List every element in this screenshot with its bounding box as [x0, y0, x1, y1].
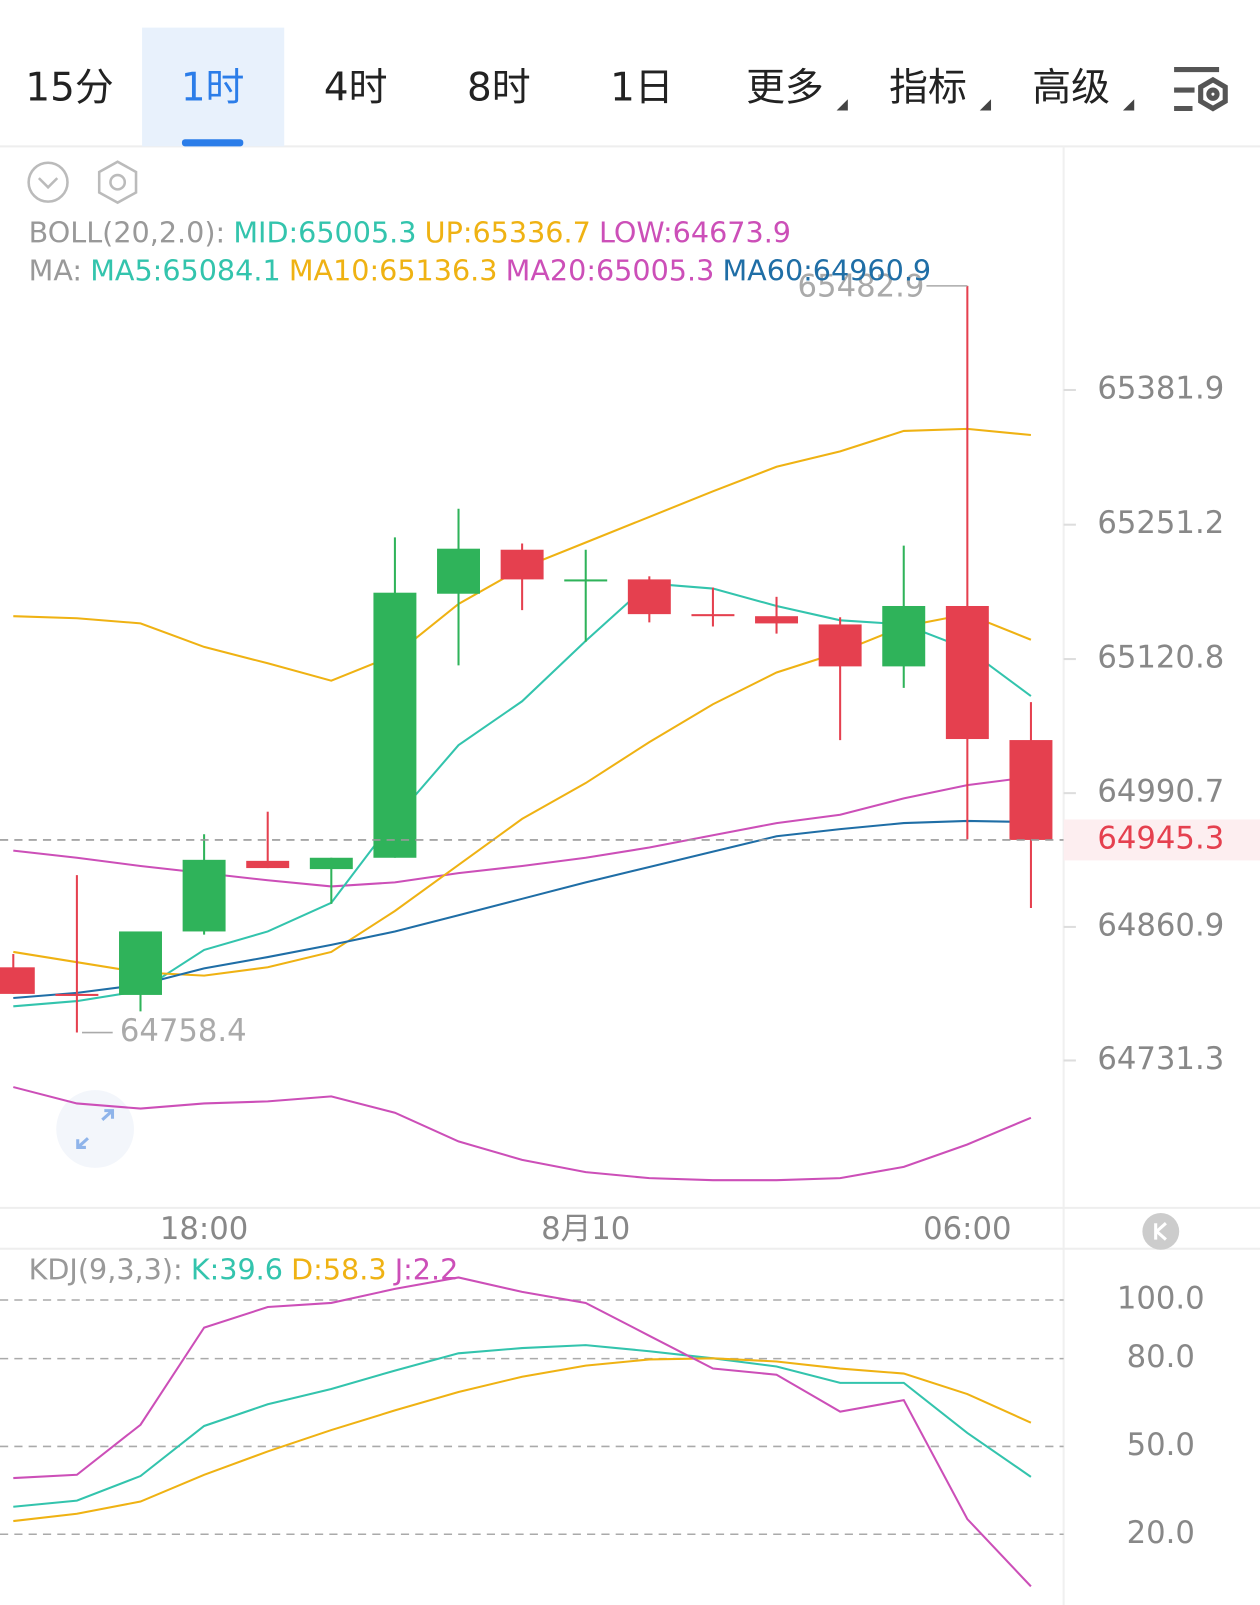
- legend-value: 39.6: [219, 1252, 283, 1286]
- candle-body: [755, 616, 799, 624]
- y-tick-label: 50.0: [1127, 1428, 1195, 1463]
- legend-value: 58.3: [323, 1252, 387, 1286]
- legend-value: 64673.9: [673, 215, 791, 249]
- legend-title: BOLL(20,2.0):: [29, 215, 226, 249]
- candle-body: [500, 549, 544, 580]
- last-price-label: 64945.3: [1097, 821, 1224, 856]
- y-tick-label: 20.0: [1127, 1516, 1195, 1551]
- indicator-line: [13, 819, 1031, 1000]
- last-price-bg: [1063, 819, 1260, 861]
- active-tab-indicator: [181, 139, 244, 147]
- candle-body: [0, 967, 35, 994]
- legend-label: UP:: [425, 215, 473, 249]
- indicator-line: [13, 1357, 1032, 1523]
- legend-value: 65005.3: [298, 215, 416, 249]
- y-tick-label: 64731.3: [1097, 1042, 1224, 1077]
- legend-label: K:: [191, 1252, 219, 1286]
- indicator-line: [13, 1344, 1032, 1508]
- candle-body: [564, 579, 608, 582]
- legend-label: J:: [393, 1252, 413, 1286]
- tab[interactable]: 1时: [181, 66, 245, 111]
- legend-label: MA10:: [289, 253, 379, 287]
- tab[interactable]: 15分: [25, 66, 113, 111]
- candle-body: [119, 931, 162, 995]
- legend-label: MID:: [233, 215, 298, 249]
- candle-body: [182, 859, 226, 932]
- y-tick-label: 65120.8: [1097, 641, 1224, 676]
- candle-body: [437, 548, 480, 594]
- y-tick-label: 64860.9: [1097, 908, 1224, 943]
- legend-label: MA60:: [722, 253, 812, 287]
- k-icon[interactable]: [1142, 1212, 1180, 1250]
- indicator-line: [13, 1086, 1032, 1182]
- legend-value: 2.2: [413, 1252, 459, 1286]
- legend-value: 65136.3: [379, 253, 497, 287]
- legend-row: BOLL(20,2.0): MID:65005.3 UP:65336.7 LOW:64…: [29, 215, 791, 249]
- candle-body: [55, 993, 99, 996]
- tab[interactable]: 指标: [889, 66, 967, 111]
- legend-label: D:: [291, 1252, 323, 1286]
- candle-body: [691, 614, 735, 617]
- indicator-line: [13, 582, 1032, 1008]
- candle-body: [945, 605, 989, 740]
- tab[interactable]: 4时: [324, 66, 388, 111]
- tab-bar: 15分 1时 4时 8时 1日 更多 指标 高级: [0, 27, 1260, 148]
- candle-body: [882, 605, 926, 667]
- legend-value: 65336.7: [472, 215, 590, 249]
- legend-title: KDJ(9,3,3):: [29, 1252, 183, 1286]
- legend-value: 65005.3: [596, 253, 714, 287]
- y-tick-label: 64990.7: [1097, 775, 1224, 810]
- candle-body: [1009, 740, 1053, 840]
- collapse-icon[interactable]: [27, 161, 69, 203]
- y-tick-label: 65381.9: [1097, 371, 1224, 406]
- candle-body: [818, 624, 862, 667]
- candle-body: [373, 592, 417, 858]
- legend-value: 65084.1: [162, 253, 280, 287]
- x-tick-label: 06:00: [923, 1212, 1011, 1247]
- settings-icon[interactable]: [1174, 67, 1228, 112]
- legend-label: MA20:: [506, 253, 596, 287]
- candle-body: [246, 860, 290, 869]
- high-label: 65482.9: [798, 269, 925, 304]
- legend-value: 64960.9: [813, 253, 931, 287]
- expand-icon[interactable]: [56, 1090, 134, 1168]
- legend-title: MA:: [29, 253, 82, 287]
- x-tick-label: 18:00: [160, 1212, 248, 1247]
- y-tick-label: 80.0: [1127, 1340, 1195, 1375]
- tab[interactable]: 8时: [467, 66, 531, 111]
- y-tick-label: 100.0: [1117, 1282, 1205, 1317]
- tab[interactable]: 1日: [610, 66, 674, 111]
- tab[interactable]: 更多: [746, 66, 824, 111]
- y-tick-label: 65251.2: [1097, 506, 1224, 541]
- low-label: 64758.4: [120, 1014, 247, 1049]
- legend-row: MA: MA5:65084.1 MA10:65136.3 MA20:65005.3 MA…: [29, 253, 931, 287]
- legend-row: KDJ(9,3,3): K:39.6 D:58.3 J:2.2: [29, 1252, 459, 1286]
- legend-label: MA5:: [90, 253, 162, 287]
- tab[interactable]: 高级: [1032, 66, 1110, 111]
- active-tab-bg: [142, 27, 285, 147]
- x-tick-label: 8月10: [541, 1212, 630, 1247]
- candle-body: [309, 857, 353, 870]
- settings-hex-icon[interactable]: [97, 160, 138, 205]
- indicator-line: [13, 1276, 1032, 1588]
- candle-body: [627, 579, 671, 615]
- legend-label: LOW:: [599, 215, 673, 249]
